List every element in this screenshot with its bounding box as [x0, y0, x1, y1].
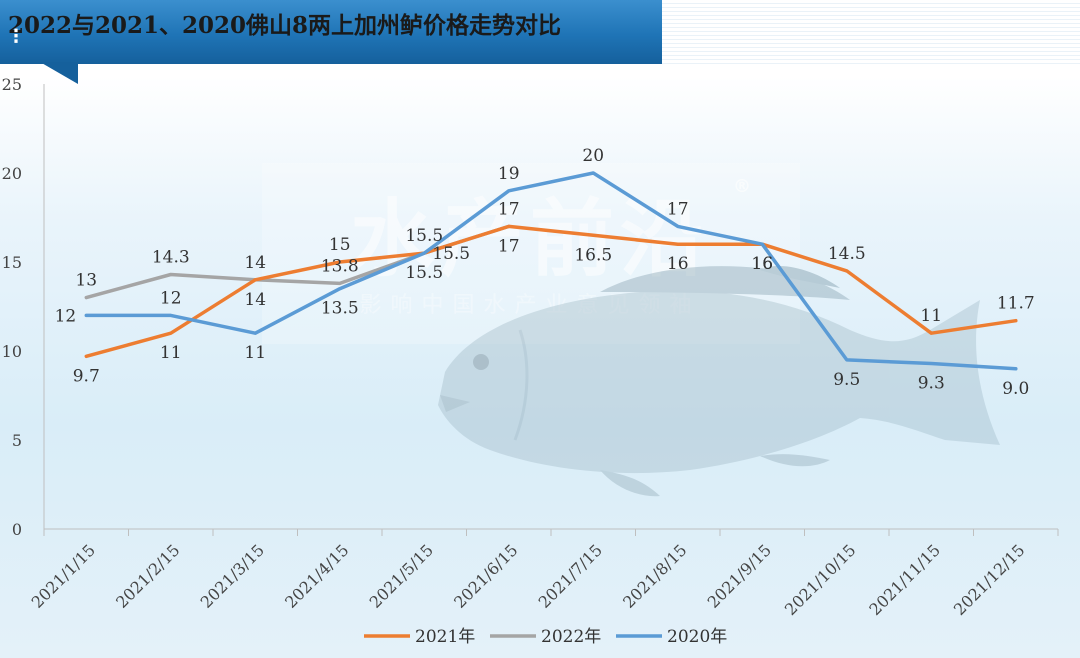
legend-label: 2021年 — [415, 627, 475, 647]
data-label: 11 — [160, 343, 182, 363]
data-label: 9.7 — [73, 366, 100, 386]
data-labels: 9.7 11 14 15 15.5 17 16.5 16 16 14.5 11 11.7 13 14.3 1… — [55, 146, 1035, 399]
data-label: 17 — [667, 199, 689, 219]
x-tick-label: 2021/9/15 — [704, 540, 775, 611]
data-label: 17 — [498, 199, 520, 219]
series-line-0 — [84, 224, 1018, 359]
chart-title: 2022与2021、2020佛山8两上加州鲈价格走势对比 — [8, 12, 562, 39]
y-tick-label: 5 — [12, 431, 22, 450]
data-label: 15 — [329, 235, 351, 255]
y-tick-label: 25 — [2, 75, 22, 94]
data-label: 12 — [160, 288, 182, 308]
data-label: 9.0 — [1002, 379, 1029, 399]
data-label: 11 — [244, 343, 266, 363]
x-tick-label: 2021/4/15 — [281, 540, 352, 611]
data-label: 16 — [751, 254, 773, 274]
legend-label: 2022年 — [541, 627, 601, 647]
data-label: 15.5 — [405, 226, 443, 246]
x-tick-label: 2021/1/15 — [28, 540, 99, 611]
series-layer — [84, 171, 1018, 371]
x-tick-label: 2021/5/15 — [366, 540, 437, 611]
data-label: 20 — [582, 146, 604, 166]
data-label: 14 — [244, 290, 266, 310]
y-tick-label: 20 — [2, 164, 22, 183]
series-line-2 — [84, 171, 1018, 371]
plot-background — [0, 76, 1080, 658]
title-banner-tail — [40, 62, 78, 84]
menu-dots-icon[interactable]: ⋮ — [7, 26, 25, 47]
y-tick-label: 10 — [2, 342, 22, 361]
data-label: 19 — [498, 164, 520, 184]
data-label: 16.5 — [574, 245, 612, 265]
x-tick-label: 2021/2/15 — [112, 540, 183, 611]
title-banner — [0, 0, 662, 64]
data-label: 11.7 — [997, 294, 1035, 314]
data-label: 12 — [55, 306, 77, 326]
watermark: 水产前沿 ® 影响中国水产业意见领袖 — [262, 163, 1000, 497]
x-tick-label: 2021/11/15 — [865, 540, 944, 619]
data-label: 14.5 — [828, 244, 866, 264]
x-tick-label: 2021/10/15 — [781, 540, 860, 619]
data-label: 15.5 — [405, 263, 443, 283]
data-label: 17 — [498, 236, 520, 256]
data-label: 15.5 — [432, 244, 470, 264]
bass-fish-icon — [438, 266, 1000, 497]
data-label: 16 — [667, 254, 689, 274]
legend-label: 2020年 — [667, 627, 727, 647]
data-label: 16 — [751, 254, 773, 274]
watermark-slogan: 影响中国水产业意见领袖 — [359, 293, 700, 318]
y-tick-label: 0 — [12, 520, 22, 539]
data-label: 13 — [75, 271, 97, 291]
data-label: 9.5 — [833, 370, 860, 390]
data-label: 13.8 — [321, 256, 359, 276]
x-tick-label: 2021/3/15 — [197, 540, 268, 611]
data-label: 14 — [244, 253, 266, 273]
legend: 2021年 2022年 2020年 — [364, 627, 727, 647]
x-tick-label: 2021/6/15 — [450, 540, 521, 611]
x-tick-label: 2021/7/15 — [535, 540, 606, 611]
data-label: 11 — [920, 306, 942, 326]
data-label: 9.3 — [918, 373, 945, 393]
y-tick-label: 15 — [2, 253, 22, 272]
watermark-registered: ® — [733, 176, 751, 197]
header-stripe-pattern — [662, 0, 1080, 64]
x-tick-label: 2021/12/15 — [950, 540, 1029, 619]
data-label: 13.5 — [321, 299, 359, 319]
data-label: 14.3 — [152, 247, 190, 267]
x-tick-label: 2021/8/15 — [619, 540, 690, 611]
watermark-panel — [262, 163, 800, 344]
